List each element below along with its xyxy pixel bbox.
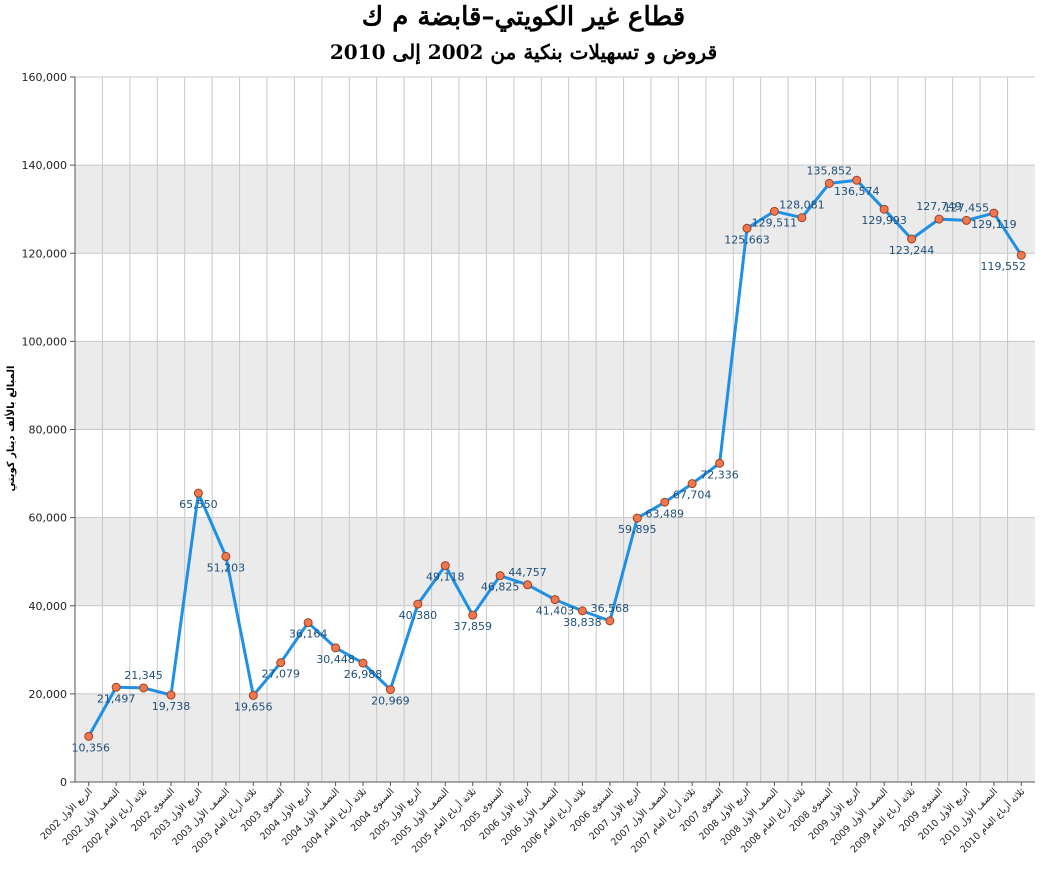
data-point — [852, 175, 862, 185]
band-0 — [75, 693, 1035, 782]
data-label: 127,749 — [916, 200, 962, 213]
data-label: 21,345 — [124, 669, 163, 682]
data-label: 125,663 — [724, 233, 770, 246]
data-label: 129,993 — [861, 214, 907, 227]
data-point — [797, 213, 807, 223]
data-point — [577, 606, 587, 616]
y-tick-label: 100,000 — [22, 335, 68, 348]
data-point — [660, 497, 670, 507]
data-point — [989, 208, 999, 218]
data-label: 41,403 — [536, 605, 575, 618]
data-point — [742, 223, 752, 233]
data-label: 27,079 — [261, 668, 300, 681]
data-point — [550, 595, 560, 605]
y-tick-label: 40,000 — [29, 600, 68, 613]
data-label: 72,336 — [700, 468, 739, 481]
data-label: 127,455 — [944, 201, 990, 214]
data-label: 10,356 — [71, 741, 110, 754]
chart-subtitle: قروض و تسهيلات بنكية من 2002 إلى 2010 — [329, 40, 718, 64]
data-point — [84, 731, 94, 741]
data-label: 19,656 — [234, 700, 273, 713]
data-point — [824, 178, 834, 188]
data-point — [687, 479, 697, 489]
y-axis-ticks: 0 20,000 40,000 60,000 80,000 100,000 120,000 1… — [22, 71, 75, 789]
data-point — [385, 685, 395, 695]
data-label: 21,497 — [97, 692, 136, 705]
data-point — [523, 580, 533, 590]
data-labels: 10,356 21,497 21,345 19,738 65,550 51,203 19,6… — [71, 164, 1026, 754]
y-tick-label: 60,000 — [29, 512, 68, 525]
data-point — [303, 618, 313, 628]
data-point — [193, 488, 203, 498]
data-point — [248, 690, 258, 700]
y-tick-label: 140,000 — [22, 159, 68, 172]
data-point — [468, 610, 478, 620]
y-axis-label: المبالغ بالألف دينار كويتي — [4, 366, 17, 492]
data-label: 44,757 — [508, 566, 547, 579]
data-label: 36,164 — [289, 628, 328, 641]
data-point — [276, 658, 286, 668]
y-tick-label: 80,000 — [29, 424, 68, 437]
data-point — [166, 690, 176, 700]
data-label: 63,489 — [645, 507, 684, 520]
data-label: 46,825 — [481, 581, 520, 594]
background-bands — [75, 165, 1035, 782]
y-tick-label: 160,000 — [22, 71, 68, 84]
data-point — [715, 458, 725, 468]
data-label: 38,838 — [563, 616, 602, 629]
data-point — [111, 682, 121, 692]
data-point — [961, 215, 971, 225]
data-point — [605, 616, 615, 626]
data-label: 119,552 — [981, 260, 1027, 273]
data-label: 136,574 — [834, 185, 880, 198]
data-point — [358, 658, 368, 668]
data-label: 20,969 — [371, 695, 410, 708]
data-label: 36,568 — [591, 602, 630, 615]
data-label: 65,550 — [179, 498, 218, 511]
chart-title: قطاع غير الكويتي–قابضة م ك — [361, 2, 686, 32]
y-tick-label: 120,000 — [22, 247, 68, 260]
data-point — [1016, 250, 1026, 260]
data-label: 19,738 — [152, 700, 191, 713]
y-tick-label: 20,000 — [29, 688, 68, 701]
data-label: 59,895 — [618, 523, 657, 536]
data-markers — [84, 175, 1026, 741]
band-2 — [75, 517, 1035, 606]
data-point — [907, 234, 917, 244]
data-label: 67,704 — [673, 489, 712, 502]
data-point — [495, 571, 505, 581]
data-point — [934, 214, 944, 224]
series-line — [87, 178, 1023, 738]
data-label: 129,511 — [752, 216, 798, 229]
band-4 — [75, 341, 1035, 430]
y-tick-label: 0 — [60, 776, 67, 789]
data-point — [413, 599, 423, 609]
data-point — [440, 561, 450, 571]
series-line-group — [87, 178, 1023, 738]
data-label: 123,244 — [889, 244, 935, 257]
data-label: 26,988 — [344, 668, 383, 681]
data-point — [221, 551, 231, 561]
data-label: 49,118 — [426, 571, 465, 584]
data-label: 129,119 — [971, 218, 1017, 231]
band-6 — [75, 165, 1035, 254]
data-label: 128,081 — [779, 199, 825, 212]
data-label: 30,448 — [316, 653, 355, 666]
data-label: 135,852 — [807, 164, 853, 177]
data-point — [769, 206, 779, 216]
data-point — [331, 643, 341, 653]
data-label: 40,380 — [399, 609, 438, 622]
data-label: 37,859 — [453, 620, 492, 633]
data-label: 51,203 — [207, 561, 246, 574]
data-point — [632, 513, 642, 523]
data-point — [879, 204, 889, 214]
data-point — [139, 683, 149, 693]
